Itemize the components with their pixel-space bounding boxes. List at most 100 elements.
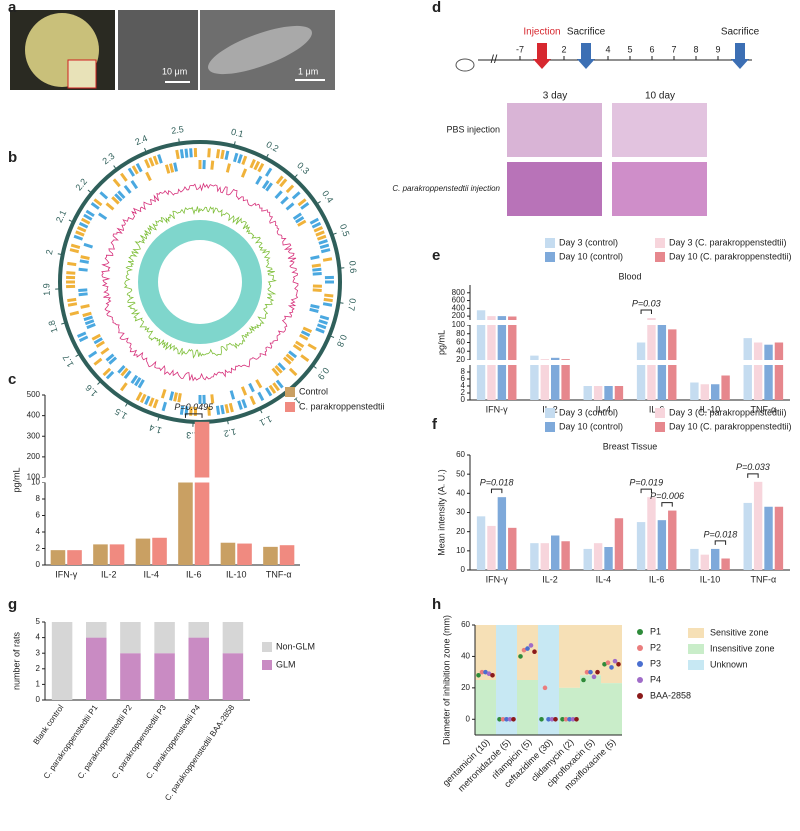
gene-feature — [319, 315, 330, 321]
gene-feature — [237, 400, 243, 410]
gene-feature — [275, 379, 284, 389]
point — [511, 716, 516, 722]
point — [602, 661, 607, 667]
gene-feature — [285, 353, 295, 362]
bar — [583, 386, 592, 400]
y-tick-label: 200 — [452, 311, 466, 320]
gc-track — [101, 182, 299, 382]
gene-feature — [268, 384, 277, 394]
gene-feature — [152, 398, 159, 409]
genome-tick — [312, 364, 317, 369]
gene-feature — [177, 393, 182, 403]
gene-feature — [105, 353, 115, 362]
bar-segment — [222, 622, 244, 654]
gene-feature — [169, 163, 175, 173]
bar — [551, 535, 560, 570]
gene-feature — [285, 202, 295, 211]
significance-bracket — [747, 473, 759, 478]
gene-feature — [78, 221, 89, 229]
bar — [593, 543, 603, 570]
gene-feature — [264, 387, 273, 397]
legend-swatch — [545, 252, 555, 262]
bar — [700, 384, 709, 400]
zone-unknown — [538, 625, 559, 735]
bar — [774, 342, 784, 400]
y-tick-label: 4 — [36, 527, 41, 536]
gene-feature — [323, 297, 333, 303]
timeline-tick-label: 5 — [627, 44, 632, 54]
gene-feature — [145, 171, 152, 182]
legend-label: Day 10 (control) — [559, 421, 623, 431]
legend-label: Day 3 (C. parakroppenstedtii) — [669, 407, 787, 417]
point — [539, 716, 544, 722]
point — [563, 716, 569, 722]
event-label: Sacrifice — [721, 27, 760, 38]
gene-feature — [117, 364, 126, 374]
panel-d-images — [455, 58, 707, 216]
gene-feature — [79, 259, 89, 264]
y-tick-label: 400 — [452, 303, 466, 312]
gene-feature — [316, 234, 327, 241]
gene-feature — [100, 347, 110, 355]
bar — [178, 482, 193, 565]
y-tick-label: 2 — [36, 544, 41, 553]
y-tick-label: 10 — [31, 478, 40, 487]
gene-feature — [253, 160, 261, 171]
genome-tick-label: 1.2 — [223, 427, 237, 439]
y-tick-label: 4 — [36, 633, 41, 642]
y-tick-label: 30 — [456, 508, 465, 517]
y-tick-label: 60 — [456, 338, 465, 347]
gene-feature — [93, 198, 103, 207]
gene-feature — [224, 403, 230, 414]
bar — [109, 544, 125, 565]
gc-track — [123, 206, 277, 359]
bar — [614, 518, 624, 570]
annotation: P=0.03 — [632, 298, 661, 308]
genome-tick-label: 0.4 — [320, 189, 335, 205]
y-tick-label: 1 — [36, 680, 41, 689]
zone-insensitive — [601, 683, 622, 735]
zone-insensitive — [517, 680, 538, 735]
gene-feature — [300, 202, 310, 210]
genome-tick-label: 2.4 — [134, 133, 149, 147]
x-tick-label: TNF-α — [750, 574, 776, 584]
timeline-tick-label: 7 — [671, 44, 676, 54]
bar — [668, 510, 677, 570]
gene-feature — [120, 382, 128, 392]
bar-segment — [120, 622, 141, 654]
significance-bracket — [184, 413, 203, 418]
legend-swatch — [285, 387, 295, 397]
gene-feature — [152, 155, 159, 166]
gene-feature — [210, 160, 215, 170]
gene-feature — [91, 333, 101, 341]
timeline-tick-label: 9 — [715, 44, 720, 54]
gene-feature — [135, 162, 143, 173]
gene-feature — [275, 175, 284, 185]
gene-feature — [135, 391, 143, 402]
y-axis-label: Mean intensity (A. U.) — [436, 469, 446, 556]
gene-feature — [315, 327, 325, 334]
bar — [774, 506, 784, 570]
gene-feature — [78, 288, 88, 293]
genome-tick — [331, 232, 337, 236]
x-tick-label: IL-6 — [186, 569, 202, 579]
chart-title: Breast Tissue — [603, 441, 658, 451]
gene-feature — [123, 370, 132, 380]
point — [616, 661, 621, 667]
gene-feature — [98, 212, 108, 221]
gene-feature — [272, 382, 280, 392]
gene-feature — [99, 191, 109, 200]
gene-feature — [67, 302, 78, 307]
genome-tick — [329, 335, 335, 338]
point — [574, 716, 579, 722]
point — [486, 671, 492, 677]
bar — [194, 421, 210, 565]
genome-tick — [226, 419, 229, 425]
genome-tick — [75, 353, 81, 357]
bar-segment — [86, 637, 107, 700]
gene-feature — [297, 219, 307, 227]
legend-swatch — [545, 238, 555, 248]
legend-swatch — [262, 642, 272, 652]
bar — [604, 386, 613, 400]
